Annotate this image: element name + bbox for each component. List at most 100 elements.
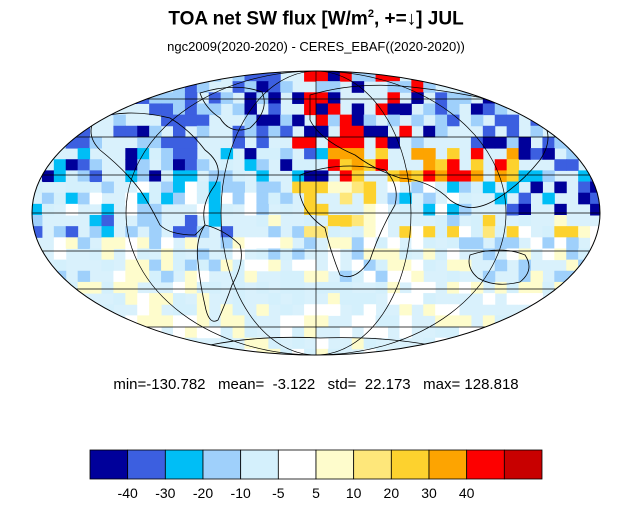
field-cell [196, 326, 210, 339]
field-cell [280, 237, 293, 249]
field-cell [399, 103, 412, 116]
field-cell [220, 148, 234, 160]
field-cell [506, 326, 520, 339]
field-cell [470, 348, 484, 355]
field-cell [173, 226, 186, 238]
field-cell [41, 92, 55, 104]
field-cell [280, 326, 293, 339]
field-cell [256, 215, 269, 227]
field-cell [65, 136, 79, 149]
field-cell [125, 192, 138, 205]
field-cell [244, 81, 257, 93]
field-cell [316, 348, 329, 355]
field-cell [268, 259, 281, 272]
colorbar-label: -20 [193, 485, 213, 501]
field-cell [375, 136, 388, 149]
field-cell [184, 81, 198, 93]
field-cell [65, 159, 79, 171]
field-cell [566, 81, 579, 93]
field-cell [280, 125, 293, 138]
field-cell [280, 270, 293, 283]
colorbar-box [277, 449, 317, 480]
field-cell [184, 192, 198, 205]
field-cell [113, 237, 126, 249]
field-cell [554, 181, 567, 194]
field-cell [506, 170, 520, 183]
field-cell [387, 114, 400, 127]
field-cell [256, 237, 269, 249]
field-cell [280, 348, 293, 355]
field-cell [184, 326, 198, 339]
field-cell [578, 337, 591, 350]
field-cell [423, 170, 436, 183]
field-cell [363, 192, 377, 205]
field-cell [566, 125, 579, 138]
field-cell [459, 259, 472, 272]
field-cell [208, 192, 222, 205]
colorbar-box [202, 449, 242, 480]
field-cell [506, 248, 520, 261]
field-cell [161, 237, 174, 249]
field-cell [327, 92, 341, 104]
field-cell [339, 215, 353, 227]
field-cell [554, 125, 567, 138]
field-cell [459, 281, 472, 294]
field-cell [363, 315, 377, 328]
field-cell [411, 270, 424, 283]
colorbar-label: 30 [421, 485, 437, 501]
field-cell [351, 337, 365, 350]
field-cell [53, 304, 67, 316]
field-cell [423, 259, 436, 272]
field-cell [256, 304, 269, 316]
field-cell [542, 192, 555, 205]
field-cell [578, 125, 591, 138]
field-cell [244, 159, 257, 171]
field-cell [530, 293, 543, 305]
field-cell [387, 293, 400, 305]
field-cell [268, 215, 281, 227]
field-cell [590, 203, 600, 216]
field-cell [316, 71, 329, 82]
colorbar-box [353, 449, 392, 480]
colorbar: -40 -30 -20 -10 -5 5 10 20 30 40 [89, 449, 543, 501]
field-cell [530, 181, 543, 194]
field-cell [423, 293, 436, 305]
field-cell [125, 71, 138, 82]
field-cell [149, 71, 162, 82]
field-cell [351, 114, 365, 127]
field-cell [268, 237, 281, 249]
field-cell [387, 103, 400, 116]
field-cell [316, 281, 329, 294]
field-cell [470, 215, 484, 227]
field-cell [375, 237, 388, 249]
field-cell [494, 159, 508, 171]
field-cell [65, 114, 79, 127]
field-cell [447, 281, 460, 294]
field-cell [32, 348, 43, 355]
field-cell [77, 315, 91, 328]
field-cell [423, 125, 436, 138]
field-cell [363, 326, 377, 339]
field-cell [125, 326, 138, 339]
field-cell [339, 71, 353, 82]
field-cell [387, 181, 400, 194]
field-cell [304, 181, 317, 194]
field-cell [447, 326, 460, 339]
field-cell [327, 293, 341, 305]
field-cell [375, 71, 388, 82]
field-cell [494, 170, 508, 183]
field-cell [101, 259, 114, 272]
field-cell [375, 326, 388, 339]
field-cell [435, 215, 448, 227]
field-cell [566, 92, 579, 104]
field-cell [435, 170, 448, 183]
field-cell [292, 170, 305, 183]
field-cell [363, 203, 377, 216]
field-cell [292, 159, 305, 171]
field-cell [89, 71, 102, 82]
field-cell [173, 248, 186, 261]
field-cell [578, 170, 591, 183]
field-cell [65, 226, 79, 238]
field-cell [137, 192, 150, 205]
field-cell [494, 81, 508, 93]
